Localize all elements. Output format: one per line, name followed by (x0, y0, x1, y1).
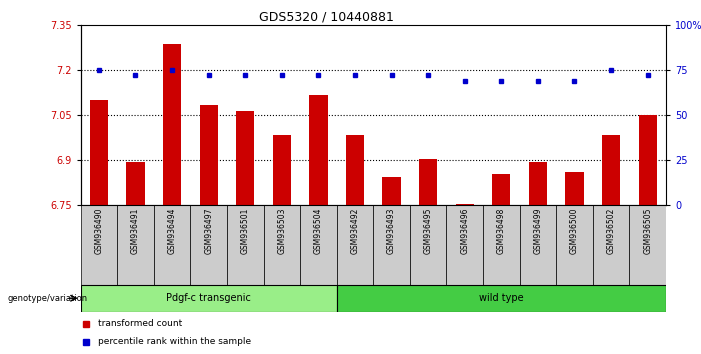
Bar (374, 205, 410, 285)
Bar (419, 159, 437, 205)
Text: wild type: wild type (479, 293, 524, 303)
Text: genotype/variation: genotype/variation (7, 294, 87, 303)
Bar (163, 44, 182, 205)
Bar (629, 205, 666, 285)
Text: GSM936492: GSM936492 (350, 208, 360, 254)
Text: GSM936495: GSM936495 (423, 208, 433, 254)
Text: GSM936491: GSM936491 (131, 208, 140, 254)
Text: GDS5320 / 10440881: GDS5320 / 10440881 (259, 11, 394, 24)
Text: Pdgf-c transgenic: Pdgf-c transgenic (166, 293, 251, 303)
Bar (529, 162, 547, 205)
Bar (236, 110, 254, 205)
Bar (483, 205, 519, 285)
Bar (264, 205, 300, 285)
Text: GSM936502: GSM936502 (606, 208, 615, 254)
Text: GSM936501: GSM936501 (240, 208, 250, 254)
Bar (336, 205, 373, 285)
Bar (81, 205, 117, 285)
Text: transformed count: transformed count (98, 319, 182, 329)
Text: GSM936493: GSM936493 (387, 208, 396, 254)
Bar (346, 135, 364, 205)
Text: GSM936504: GSM936504 (314, 208, 323, 254)
Bar (227, 205, 264, 285)
Text: GSM936499: GSM936499 (533, 208, 543, 254)
Bar (492, 174, 510, 205)
Text: GSM936496: GSM936496 (461, 208, 469, 254)
Bar (336, 285, 666, 312)
Text: GSM936498: GSM936498 (497, 208, 506, 254)
Bar (556, 205, 593, 285)
Text: GSM936500: GSM936500 (570, 208, 579, 254)
Text: GSM936494: GSM936494 (168, 208, 177, 254)
Bar (309, 96, 327, 205)
Bar (90, 100, 108, 205)
Text: GSM936490: GSM936490 (95, 208, 104, 254)
Bar (519, 205, 556, 285)
Bar (81, 285, 336, 312)
Text: GSM936503: GSM936503 (278, 208, 286, 254)
Bar (191, 205, 227, 285)
Bar (200, 104, 218, 205)
Bar (639, 115, 657, 205)
Bar (117, 205, 154, 285)
Bar (300, 205, 336, 285)
Bar (456, 204, 474, 205)
Bar (273, 135, 291, 205)
Bar (593, 205, 629, 285)
Text: GSM936505: GSM936505 (643, 208, 652, 254)
Text: percentile rank within the sample: percentile rank within the sample (98, 337, 251, 346)
Bar (126, 162, 144, 205)
Text: GSM936497: GSM936497 (204, 208, 213, 254)
Bar (410, 205, 447, 285)
Bar (447, 205, 483, 285)
Bar (154, 205, 191, 285)
Bar (565, 172, 584, 205)
Bar (602, 135, 620, 205)
Bar (383, 177, 401, 205)
